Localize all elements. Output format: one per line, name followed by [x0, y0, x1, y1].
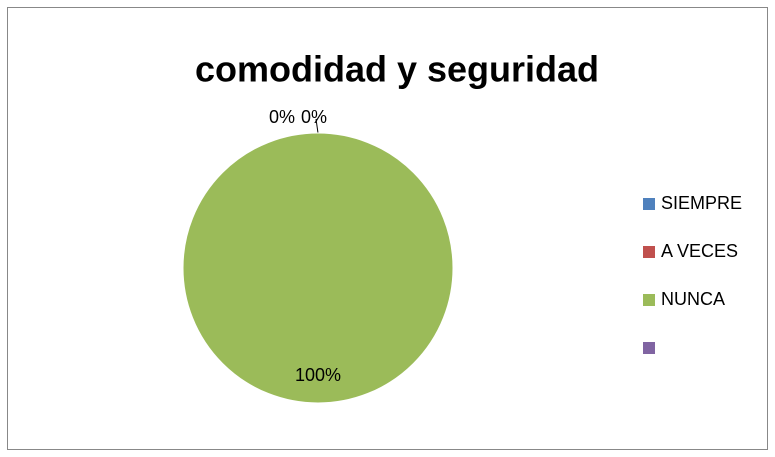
legend-swatch	[643, 246, 655, 258]
legend-swatch	[643, 342, 655, 354]
legend-label: A VECES	[661, 241, 738, 261]
legend-swatch	[643, 198, 655, 210]
data-label: 0%	[269, 107, 295, 127]
legend-label: NUNCA	[661, 289, 725, 309]
legend-swatch	[643, 294, 655, 306]
chart-title: comodidad y seguridad	[195, 49, 599, 90]
pie-slice	[182, 132, 454, 404]
data-label: 100%	[295, 365, 341, 385]
legend-label: SIEMPRE	[661, 193, 742, 213]
data-label: 0%	[301, 107, 327, 127]
leader-line	[315, 118, 319, 134]
